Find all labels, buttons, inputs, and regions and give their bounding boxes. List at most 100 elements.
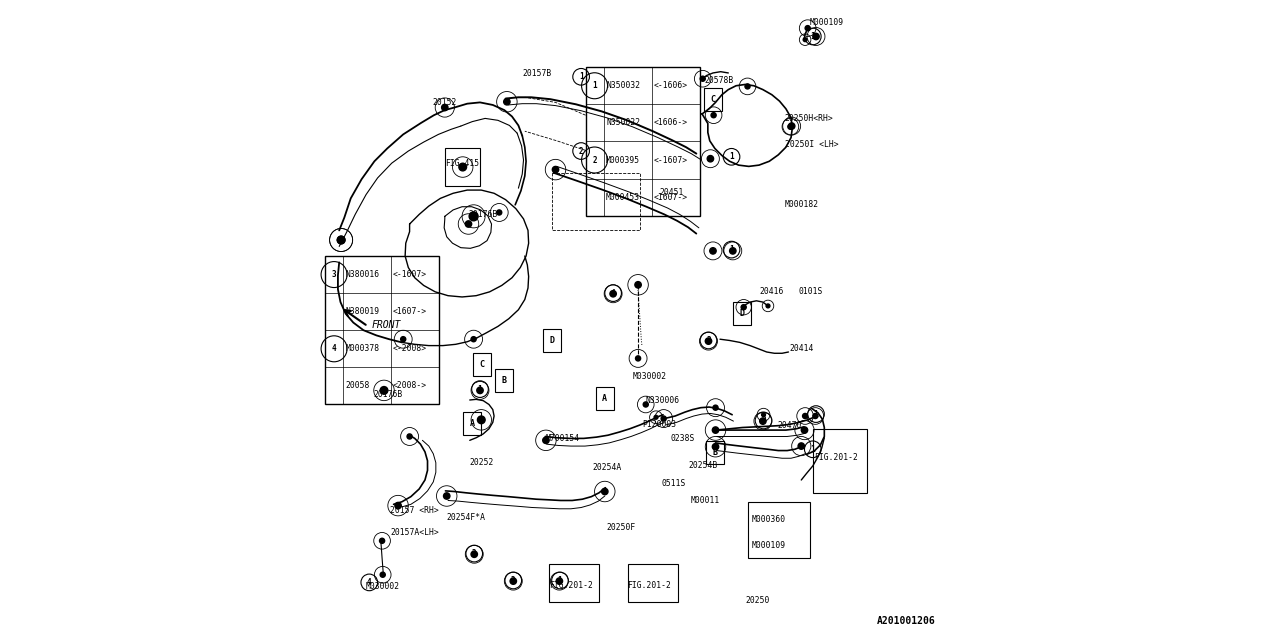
- Circle shape: [788, 123, 795, 129]
- Text: 20250H<RH>: 20250H<RH>: [785, 114, 833, 123]
- Circle shape: [602, 488, 608, 495]
- Text: 1: 1: [814, 410, 818, 419]
- Circle shape: [338, 236, 346, 244]
- Circle shape: [460, 163, 467, 171]
- Bar: [707, 441, 724, 464]
- Text: M000378: M000378: [346, 344, 380, 353]
- Text: FRONT: FRONT: [371, 320, 401, 330]
- Circle shape: [804, 38, 808, 42]
- Text: M00011: M00011: [691, 496, 719, 505]
- Circle shape: [543, 437, 549, 444]
- Circle shape: [760, 418, 765, 424]
- Circle shape: [468, 212, 479, 221]
- Bar: [445, 148, 480, 186]
- Text: 20451: 20451: [659, 188, 684, 196]
- Circle shape: [380, 572, 385, 577]
- Circle shape: [379, 538, 384, 543]
- Bar: [325, 256, 439, 404]
- Circle shape: [407, 434, 412, 439]
- Circle shape: [609, 291, 617, 297]
- Text: 20254A: 20254A: [591, 463, 621, 472]
- Text: 20470: 20470: [777, 421, 803, 430]
- Text: D: D: [550, 336, 554, 345]
- Text: 20416: 20416: [759, 287, 783, 296]
- Circle shape: [700, 76, 705, 81]
- Circle shape: [762, 413, 765, 417]
- Circle shape: [442, 104, 448, 111]
- Text: 2: 2: [511, 576, 516, 585]
- Text: <1606->: <1606->: [654, 118, 687, 127]
- Text: 1: 1: [579, 72, 584, 81]
- Text: 4: 4: [367, 578, 371, 587]
- Bar: [474, 353, 492, 376]
- Text: 2: 2: [579, 147, 584, 156]
- Circle shape: [471, 551, 477, 557]
- Text: <-1606>: <-1606>: [654, 81, 687, 90]
- Circle shape: [444, 493, 451, 499]
- Text: M000109: M000109: [810, 18, 844, 27]
- Circle shape: [504, 99, 509, 105]
- Circle shape: [466, 221, 472, 227]
- Text: <-1607>: <-1607>: [654, 156, 687, 164]
- Text: 0511S: 0511S: [662, 479, 686, 488]
- Text: M700154: M700154: [545, 434, 580, 443]
- Text: 20152: 20152: [433, 98, 457, 107]
- Circle shape: [338, 236, 346, 244]
- Circle shape: [635, 356, 640, 361]
- Text: 20250: 20250: [745, 596, 771, 605]
- Text: C: C: [480, 360, 484, 369]
- Text: M000453: M000453: [607, 193, 640, 202]
- Text: C: C: [710, 95, 716, 104]
- Text: D: D: [740, 309, 745, 318]
- Bar: [549, 564, 599, 602]
- Bar: [585, 67, 699, 216]
- Circle shape: [477, 416, 485, 424]
- Circle shape: [709, 248, 717, 254]
- Text: 1: 1: [558, 576, 562, 585]
- Text: 20414: 20414: [790, 344, 814, 353]
- Text: 20252: 20252: [470, 458, 494, 467]
- Circle shape: [712, 113, 717, 118]
- Circle shape: [705, 338, 712, 344]
- Circle shape: [707, 156, 714, 162]
- Text: 20157 <RH>: 20157 <RH>: [390, 506, 439, 515]
- Bar: [628, 564, 678, 602]
- Circle shape: [712, 427, 719, 433]
- Circle shape: [813, 33, 819, 40]
- Text: 1: 1: [730, 152, 733, 161]
- Text: 1: 1: [593, 81, 596, 90]
- Text: N350022: N350022: [607, 118, 640, 127]
- Circle shape: [805, 26, 810, 31]
- Circle shape: [745, 84, 750, 89]
- Circle shape: [401, 337, 406, 342]
- Text: M030002: M030002: [632, 372, 667, 381]
- Circle shape: [765, 304, 771, 308]
- Text: 20157B: 20157B: [524, 69, 552, 78]
- Text: N380019: N380019: [346, 307, 380, 316]
- Circle shape: [730, 248, 736, 254]
- Text: B: B: [502, 376, 507, 385]
- Text: 20254B: 20254B: [689, 461, 718, 470]
- Text: 20250F: 20250F: [607, 524, 636, 532]
- Text: A201001206: A201001206: [877, 616, 936, 626]
- Text: 20176B: 20176B: [468, 210, 498, 219]
- Circle shape: [813, 413, 818, 419]
- Text: 3: 3: [707, 336, 710, 345]
- Bar: [733, 302, 751, 325]
- Circle shape: [713, 405, 718, 410]
- Text: 20254F*A: 20254F*A: [447, 513, 485, 522]
- Circle shape: [380, 387, 388, 394]
- Text: <1607->: <1607->: [654, 193, 687, 202]
- Text: A: A: [470, 419, 475, 428]
- Text: FIG.201-2: FIG.201-2: [814, 453, 858, 462]
- Circle shape: [477, 387, 484, 394]
- Text: M000109: M000109: [753, 541, 786, 550]
- Bar: [595, 387, 614, 410]
- Circle shape: [741, 305, 746, 310]
- Circle shape: [801, 427, 808, 433]
- Text: N350032: N350032: [607, 81, 640, 90]
- Text: FIG.201-2: FIG.201-2: [549, 581, 593, 590]
- Text: 20176B: 20176B: [374, 390, 402, 399]
- Circle shape: [799, 443, 805, 449]
- Text: 1: 1: [810, 32, 815, 41]
